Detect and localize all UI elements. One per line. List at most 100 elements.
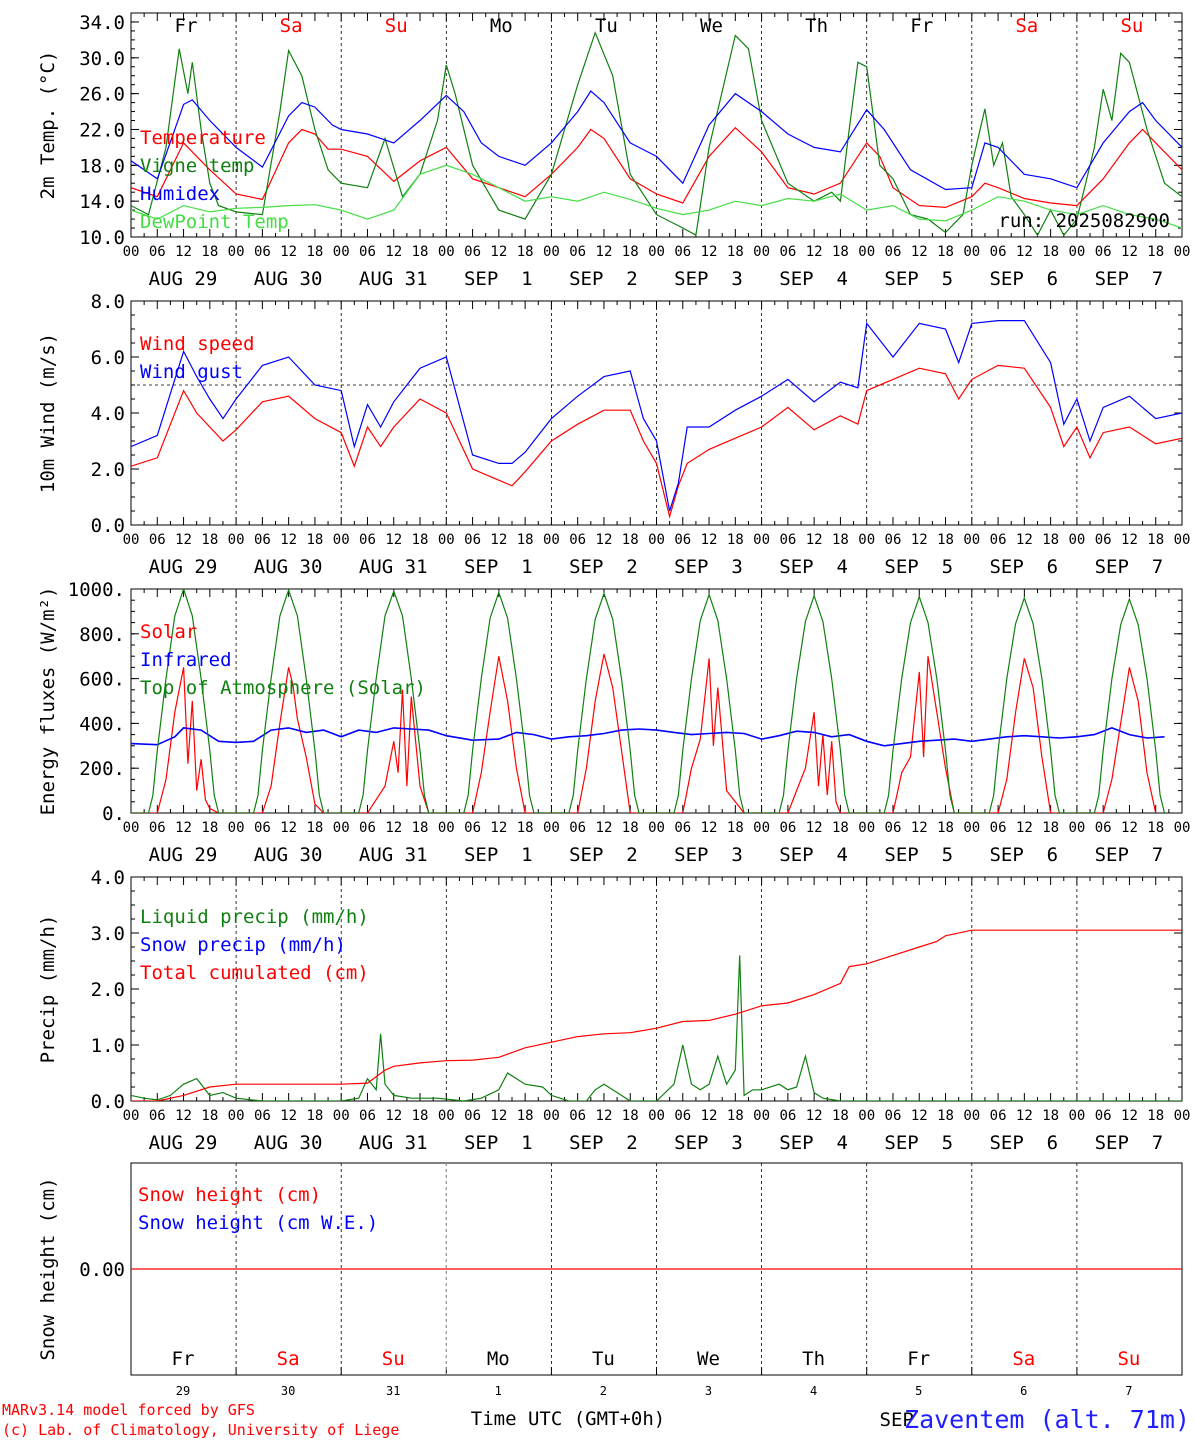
x-hour-tick-label: 00 [1174,1108,1191,1124]
station-label: Zaventem (alt. 71m) [904,1405,1190,1434]
x-hour-tick-label: 06 [990,532,1007,548]
y-tick-label: 1.0 [91,1035,125,1057]
y-tick-label: 0.0 [91,1091,125,1113]
x-hour-tick-label: 12 [1121,820,1138,836]
x-hour-tick-label: 06 [674,1108,691,1124]
x-hour-tick-label: 12 [911,1108,928,1124]
x-hour-tick-label: 18 [412,244,429,260]
x-hour-tick-label: 00 [963,820,980,836]
x-hour-tick-label: 00 [858,532,875,548]
x-date-label: SEP 7 [1095,844,1164,866]
y-tick-label: 6.0 [91,347,125,369]
x-date-label: AUG 29 [149,268,218,290]
x-hour-tick-label: 06 [254,820,271,836]
weekday-label-bottom: Su [382,1348,405,1370]
x-hour-tick-label: 00 [858,244,875,260]
x-hour-tick-label: 00 [753,1108,770,1124]
x-hour-tick-label: 18 [201,820,218,836]
weekday-label: Fr [175,15,198,37]
weekday-label-bottom: Th [802,1348,825,1370]
x-hour-tick-label: 00 [1174,244,1191,260]
x-hour-tick-label: 00 [228,532,245,548]
x-hour-tick-label: 12 [596,532,613,548]
x-axis-label: Time UTC (GMT+0h) [471,1408,665,1430]
x-hour-tick-label: 06 [885,820,902,836]
x-hour-tick-label: 00 [438,820,455,836]
x-hour-tick-label: 00 [753,532,770,548]
x-hour-tick-label: 12 [280,820,297,836]
legend-entry: Top of Atmosphere (Solar) [140,677,426,699]
x-date-label: SEP 1 [464,1132,533,1154]
x-date-label: AUG 31 [359,844,428,866]
x-hour-tick-label: 06 [359,532,376,548]
x-hour-tick-label: 12 [490,532,507,548]
x-hour-tick-label: 12 [385,532,402,548]
x-hour-tick-label: 06 [569,244,586,260]
x-hour-tick-label: 12 [1121,244,1138,260]
x-hour-tick-label: 12 [596,820,613,836]
day-number-label: 4 [810,1384,817,1398]
weekday-label-bottom: We [697,1348,720,1370]
series-line-vigne-temp [131,30,1182,237]
x-hour-tick-label: 12 [701,532,718,548]
x-hour-tick-label: 06 [254,1108,271,1124]
x-hour-tick-label: 06 [1095,820,1112,836]
series-line-wind-gust [131,320,1182,512]
x-hour-tick-label: 06 [990,820,1007,836]
day-number-label: 29 [176,1384,190,1398]
x-date-label: SEP 5 [884,556,953,578]
y-tick-label: 2.0 [91,459,125,481]
plot-frame [130,300,1183,526]
weekday-label-bottom: Fr [172,1348,195,1370]
x-hour-tick-label: 18 [622,1108,639,1124]
series-line-dewpoint-temp [131,164,1182,229]
x-date-label: SEP 4 [779,268,848,290]
x-date-label: SEP 1 [464,556,533,578]
footer-line-1: MARv3.14 model forced by GFS [2,1401,255,1419]
x-hour-tick-label: 00 [123,244,140,260]
x-hour-tick-label: 00 [228,1108,245,1124]
x-hour-tick-label: 00 [333,1108,350,1124]
day-number-label: 3 [705,1384,712,1398]
x-hour-tick-label: 06 [254,532,271,548]
day-number-label: 5 [915,1384,922,1398]
y-tick-label: 2.0 [91,979,125,1001]
x-hour-tick-label: 06 [569,1108,586,1124]
x-hour-tick-label: 06 [149,532,166,548]
weekday-label: Sa [1015,15,1038,37]
series-line-total-cumulated-cm- [131,929,1182,1101]
legend-entry: Snow height (cm) [138,1184,321,1206]
x-hour-tick-label: 12 [490,820,507,836]
x-date-label: AUG 29 [149,844,218,866]
x-hour-tick-label: 18 [727,532,744,548]
y-tick-label: 800. [79,624,125,646]
x-hour-tick-label: 00 [543,820,560,836]
x-hour-tick-label: 06 [359,1108,376,1124]
y-tick-label: 0. [102,803,125,825]
series-line-top-of-atmosphere-solar- [131,589,1166,813]
x-date-label: SEP 7 [1095,556,1164,578]
x-hour-tick-label: 06 [359,820,376,836]
x-hour-tick-label: 18 [1147,1108,1164,1124]
x-hour-tick-label: 18 [1147,532,1164,548]
x-hour-tick-label: 18 [412,820,429,836]
x-date-label: SEP 3 [674,844,743,866]
weekday-label: Tu [595,15,618,37]
x-hour-tick-label: 18 [937,1108,954,1124]
x-hour-tick-label: 18 [306,1108,323,1124]
legend-entry: Wind speed [140,333,254,355]
x-hour-tick-label: 18 [727,244,744,260]
run-label: run: 2025082900 [998,210,1170,232]
x-hour-tick-label: 00 [543,532,560,548]
chart-panel-energy: 0. 200. 400. 600. 800. 1000. 00 06 12 18 AUG 29 00 0… [37,579,1190,866]
x-hour-tick-label: 12 [1121,1108,1138,1124]
x-hour-tick-label: 06 [464,1108,481,1124]
x-hour-tick-label: 06 [464,244,481,260]
x-hour-tick-label: 00 [438,1108,455,1124]
x-hour-tick-label: 06 [359,244,376,260]
legend-entry: Infrared [140,649,232,671]
y-axis-label: 2m Temp. (°C) [37,51,59,200]
x-hour-tick-label: 06 [149,244,166,260]
y-tick-label: 4.0 [91,867,125,889]
